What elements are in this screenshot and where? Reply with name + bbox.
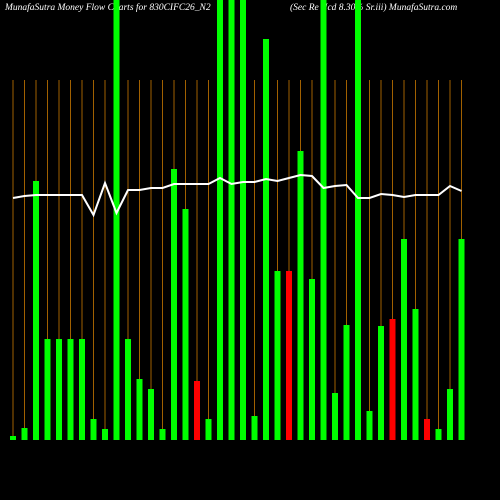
bar (67, 339, 74, 440)
bar (458, 239, 465, 440)
bar (102, 429, 108, 440)
chart-title: MunafaSutra Money Flow Charts for 830CIF… (4, 2, 211, 13)
bar (182, 209, 189, 440)
bar (148, 389, 154, 440)
bar (10, 436, 16, 440)
bar (401, 239, 407, 440)
bar (205, 419, 212, 440)
bar (79, 339, 85, 440)
bar (125, 339, 131, 440)
bar (332, 393, 338, 440)
bar (447, 389, 453, 440)
bar (159, 429, 166, 440)
bar (44, 339, 51, 440)
bar (389, 319, 396, 440)
bar (21, 428, 28, 440)
bar (113, 0, 120, 440)
money-flow-line (12, 173, 462, 218)
bar (378, 326, 384, 440)
bar (240, 0, 246, 440)
bar (274, 271, 281, 440)
bar (33, 181, 39, 440)
bar (366, 411, 373, 440)
bar (355, 0, 361, 440)
bar (171, 169, 177, 440)
bar (286, 271, 292, 440)
bar (424, 419, 430, 440)
bar (136, 379, 143, 440)
bar (297, 151, 304, 440)
bar (343, 325, 350, 440)
bar (217, 0, 223, 440)
bar (194, 381, 200, 440)
bar (56, 339, 62, 440)
bar (435, 429, 442, 440)
bar (90, 419, 97, 440)
bar (228, 0, 235, 440)
bar (309, 279, 315, 440)
bar (320, 0, 327, 440)
bar (263, 39, 269, 440)
bar (412, 309, 419, 440)
chart-subtitle: (Sec Re Ncd 8.30% Sr.iii) MunafaSutra.co… (290, 2, 457, 13)
bar (251, 416, 258, 440)
